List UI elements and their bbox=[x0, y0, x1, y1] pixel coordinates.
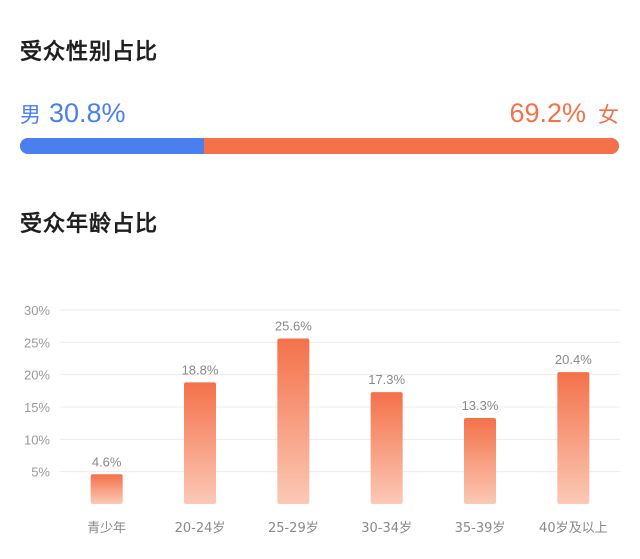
male-ratio-segment bbox=[20, 138, 205, 154]
bar-value-label: 18.8% bbox=[182, 362, 219, 377]
category-label: 青少年 bbox=[87, 521, 126, 536]
age-bar bbox=[557, 372, 590, 504]
category-label: 25-29岁 bbox=[268, 521, 319, 536]
age-bar bbox=[464, 417, 496, 504]
chart-data-labels: 4.6% 18.8% 25.6% 17.3% 13.3% 20.4% bbox=[92, 318, 592, 469]
y-tick-label: 15% bbox=[24, 400, 50, 415]
age-section-title: 受众年龄占比 bbox=[20, 212, 159, 237]
bar-value-label: 20.4% bbox=[555, 352, 592, 367]
bar-value-label: 4.6% bbox=[92, 454, 122, 469]
male-label: 男 bbox=[20, 103, 41, 127]
age-bar bbox=[184, 382, 216, 504]
y-tick-label: 25% bbox=[24, 335, 50, 350]
age-bar bbox=[90, 474, 123, 504]
bar-value-label: 17.3% bbox=[368, 372, 405, 387]
female-percentage: 69.2% bbox=[509, 98, 586, 128]
category-label: 20-24岁 bbox=[175, 521, 226, 536]
category-label: 30-34岁 bbox=[361, 521, 412, 536]
bar-value-label: 13.3% bbox=[462, 398, 499, 413]
gender-ratio-bar bbox=[20, 138, 619, 154]
female-ratio-segment bbox=[204, 138, 619, 154]
category-label: 35-39岁 bbox=[455, 521, 506, 536]
gender-legend: 男 30.8% 69.2% 女 bbox=[20, 98, 619, 134]
y-tick-label: 5% bbox=[31, 465, 50, 480]
male-summary: 男 30.8% bbox=[20, 98, 126, 129]
age-bar bbox=[370, 392, 403, 504]
male-percentage: 30.8% bbox=[49, 98, 126, 128]
x-axis-categories: 青少年 20-24岁 25-29岁 30-34岁 35-39岁 40岁及以上 bbox=[87, 521, 607, 536]
chart-grid bbox=[60, 309, 620, 473]
chart-bars bbox=[90, 338, 590, 504]
age-bar bbox=[277, 338, 310, 504]
female-label: 女 bbox=[598, 103, 619, 127]
category-label: 40岁及以上 bbox=[539, 521, 608, 536]
y-tick-label: 20% bbox=[24, 368, 50, 383]
bar-value-label: 25.6% bbox=[275, 318, 312, 333]
y-axis-ticks: 5% 10% 15% 20% 25% 30% bbox=[24, 303, 50, 480]
gender-section-title: 受众性别占比 bbox=[20, 40, 159, 65]
y-tick-label: 10% bbox=[24, 432, 50, 447]
age-bar-chart: 5% 10% 15% 20% 25% 30% 4.6% 18.8% 25.6% 17.3% 13.… bbox=[24, 303, 620, 536]
female-summary: 69.2% 女 bbox=[509, 98, 619, 129]
y-tick-label: 30% bbox=[24, 303, 50, 318]
